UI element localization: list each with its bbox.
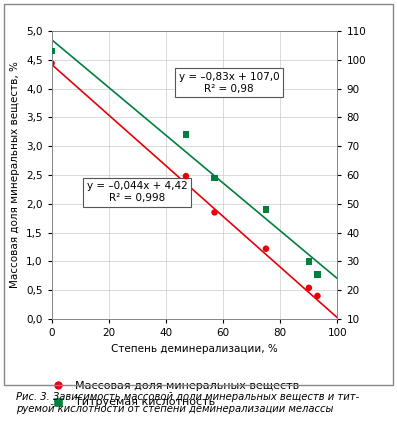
- X-axis label: Степень деминерализации, %: Степень деминерализации, %: [111, 343, 278, 354]
- Text: y = –0,044x + 4,42
R² = 0,998: y = –0,044x + 4,42 R² = 0,998: [87, 182, 188, 203]
- Point: [263, 206, 269, 213]
- Point: [211, 175, 218, 182]
- Legend: Массовая доля минеральных веществ, Титруемая кислотность: Массовая доля минеральных веществ, Титру…: [43, 377, 304, 412]
- Point: [314, 271, 321, 278]
- Point: [183, 173, 189, 180]
- Point: [183, 131, 189, 138]
- Point: [211, 209, 218, 216]
- Point: [48, 48, 55, 55]
- Point: [306, 258, 312, 265]
- Text: y = –0,83x + 107,0
R² = 0,98: y = –0,83x + 107,0 R² = 0,98: [179, 72, 279, 93]
- Point: [306, 284, 312, 291]
- Text: Рис. 3. Зависимость массовой доли минеральных веществ и тит-
руемой кислотности : Рис. 3. Зависимость массовой доли минера…: [16, 392, 359, 414]
- Point: [263, 245, 269, 252]
- Point: [48, 60, 55, 67]
- Point: [314, 292, 321, 299]
- Y-axis label: Массовая доля минеральных веществ, %: Массовая доля минеральных веществ, %: [10, 62, 20, 288]
